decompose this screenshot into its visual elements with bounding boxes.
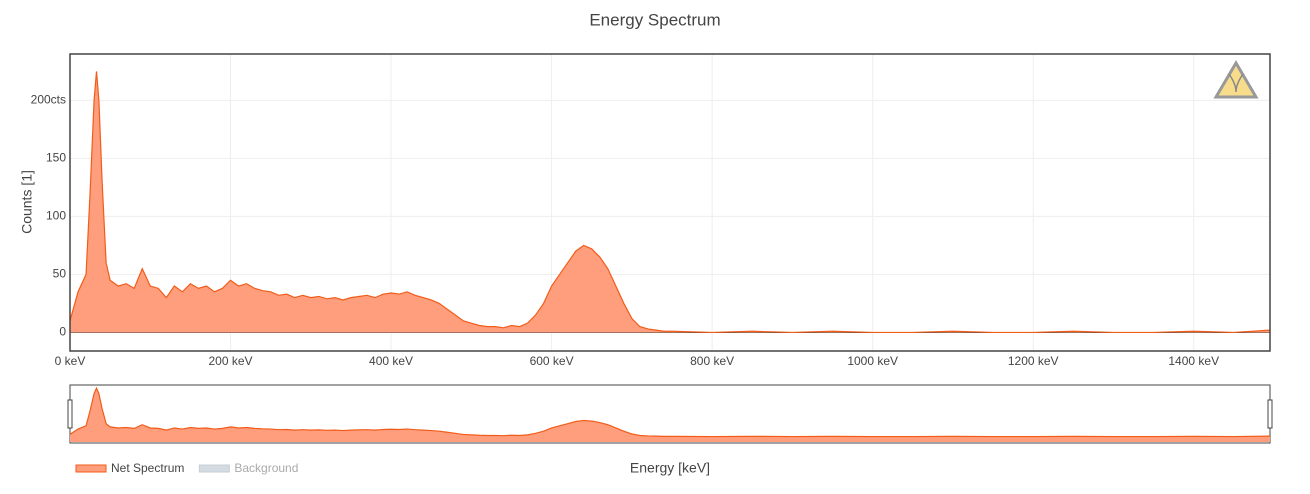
y-axis-title: Counts [1]	[19, 170, 35, 234]
x-axis-title: Energy [keV]	[630, 460, 710, 476]
range-spectrum-line	[69, 386, 1271, 438]
y-tick-label: 150	[46, 151, 66, 165]
legend-swatch[interactable]	[75, 464, 107, 473]
x-tick-label: 1400 keV	[1168, 354, 1219, 368]
legend-swatch[interactable]	[198, 464, 230, 473]
y-tick-label: 200cts	[31, 93, 66, 107]
y-tick-label: 50	[53, 267, 67, 281]
range-handle[interactable]	[67, 399, 73, 429]
range-handle[interactable]	[1267, 399, 1273, 429]
x-tick-label: 600 keV	[530, 354, 574, 368]
x-tick-label: 800 keV	[690, 354, 734, 368]
x-tick-label: 0 keV	[55, 354, 86, 368]
y-tick-label: 0	[59, 325, 66, 339]
spectrum-fill	[70, 71, 1270, 333]
y-tick-label: 100	[46, 209, 66, 223]
plot-border	[69, 53, 1271, 352]
spectrum-line	[69, 71, 1271, 334]
x-tick-label: 1200 keV	[1008, 354, 1059, 368]
x-tick-label: 1000 keV	[847, 354, 898, 368]
x-tick-label: 400 keV	[369, 354, 413, 368]
legend-label[interactable]: Net Spectrum	[111, 461, 184, 475]
legend-label[interactable]: Background	[234, 461, 298, 475]
gamma-icon	[1213, 60, 1259, 99]
chart-title: Energy Spectrum	[589, 10, 720, 29]
x-tick-label: 200 keV	[209, 354, 253, 368]
